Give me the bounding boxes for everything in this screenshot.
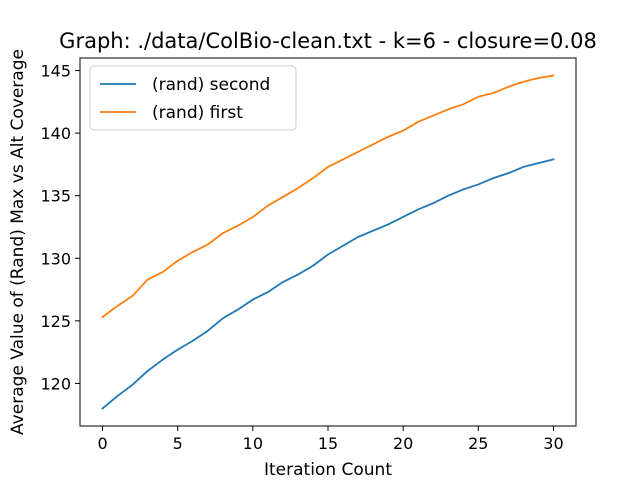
x-tick-label: 0	[97, 434, 107, 453]
x-tick-label: 20	[393, 434, 413, 453]
x-axis: 0 5 10 15 20 25 30	[97, 426, 564, 453]
y-tick-label: 125	[40, 312, 71, 331]
x-tick-label: 5	[173, 434, 183, 453]
x-tick-label: 15	[318, 434, 338, 453]
y-tick-label: 145	[40, 62, 71, 81]
y-axis-label: Average Value of (Rand) Max vs Alt Cover…	[8, 49, 28, 435]
x-tick-label: 10	[243, 434, 263, 453]
y-tick-label: 140	[40, 124, 71, 143]
y-tick-label: 135	[40, 187, 71, 206]
x-tick-label: 25	[468, 434, 488, 453]
legend-label: (rand) second	[152, 75, 270, 95]
x-axis-label: Iteration Count	[264, 460, 392, 480]
series-line-1	[101, 158, 555, 410]
y-axis: 120 125 130 135 140 145	[40, 62, 80, 393]
legend-frame	[89, 65, 297, 131]
y-tick-label: 120	[40, 374, 71, 393]
series-line-2	[101, 74, 555, 319]
legend-label: (rand) first	[152, 103, 243, 123]
legend: (rand) second (rand) first	[89, 65, 297, 131]
chart-title: Graph: ./data/ColBio-clean.txt - k=6 - c…	[59, 29, 597, 53]
x-tick-label: 30	[543, 434, 563, 453]
y-tick-label: 130	[40, 249, 71, 268]
series-group	[101, 74, 555, 410]
